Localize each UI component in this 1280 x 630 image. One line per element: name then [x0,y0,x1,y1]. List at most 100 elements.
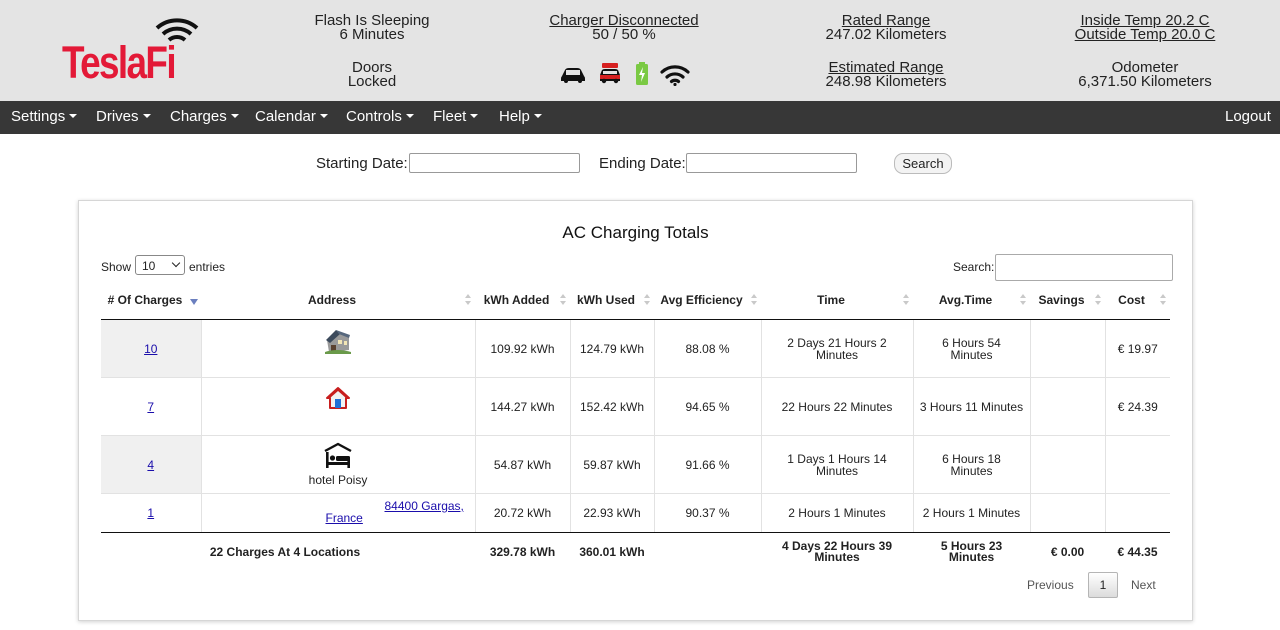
charges-link[interactable]: 10 [144,341,158,356]
nav-fleet-label: Fleet [433,108,467,125]
nav-help[interactable]: Help [499,101,542,134]
address-link-line2[interactable]: France [325,511,363,525]
col-kwh-added[interactable]: kWh Added [475,281,570,320]
house-photo-icon[interactable] [325,328,351,354]
nav-settings[interactable]: Settings [11,101,78,134]
col-avg-time[interactable]: Avg.Time [913,281,1030,320]
charges-link[interactable]: 1 [147,506,155,520]
date-search-button[interactable]: Search [894,153,952,174]
nav-logout[interactable]: Logout [1225,108,1271,125]
col-time[interactable]: Time [761,281,913,320]
time-cell: 1 Days 1 Hours 14 Minutes [761,435,914,494]
avg-time-cell: 2 Hours 1 Minutes [913,493,1031,533]
chevron-down-icon [171,258,181,268]
caret-down-icon [319,114,328,119]
end-date-label: Ending Date: [599,155,686,172]
home-icon[interactable] [326,386,350,410]
totals-efficiency [654,533,761,572]
kwh-used-cell: 59.87 kWh [570,435,655,494]
rated-range-value: 247.02 Kilometers [825,26,947,43]
odometer: Odometer 6,371.50 Kilometers [1060,59,1230,89]
hotel-icon[interactable] [323,442,353,470]
nav-drives[interactable]: Drives [96,101,151,134]
table-search-input[interactable] [995,254,1173,281]
sort-desc-icon [190,294,198,306]
inside-temp[interactable]: Inside Temp 20.2 C [1080,12,1210,29]
time-cell: 22 Hours 22 Minutes [761,377,914,436]
address-link-line1[interactable]: 84400 Gargas, [384,499,464,513]
sort-icon [903,294,909,306]
sort-icon [1095,294,1101,306]
battery-icon[interactable] [635,62,649,86]
table-row: 4 hotel Poisy 54.87 kWh 59.87 kWh 91.66 … [101,435,1170,494]
address-cell: hotel Poisy [201,435,476,494]
sort-icon [560,294,566,306]
car-alert-icon[interactable] [598,63,622,85]
entries-select[interactable]: 10 [135,255,185,275]
nav-charges[interactable]: Charges [170,101,239,134]
col-time-label: Time [817,292,845,307]
sleep-duration: 6 Minutes [339,26,405,43]
charger-title[interactable]: Charger Disconnected [549,12,699,29]
nav-charges-label: Charges [170,108,227,125]
table-row: 10 109.92 kWh 124.79 kWh 88.08 % 2 Days … [101,319,1170,378]
totals-kwh-added: 329.78 kWh [489,544,556,559]
charges-cell: 7 [101,377,202,436]
table-row: 1 84400 Gargas, France 20.72 kWh 22.93 k… [101,493,1170,533]
col-kwh-used[interactable]: kWh Used [570,281,654,320]
col-cost[interactable]: Cost [1105,281,1170,320]
sort-icon [751,294,757,306]
end-date-input[interactable] [686,153,857,173]
col-avg-efficiency[interactable]: Avg Efficiency [654,281,761,320]
wifi-icon[interactable] [660,64,690,86]
table-search-label: Search: [953,260,995,274]
charges-link[interactable]: 4 [147,457,155,472]
address-cell [201,319,476,378]
address-cell: 84400 Gargas, France [201,493,476,533]
pagination-previous[interactable]: Previous [1027,578,1074,592]
sort-icon [465,294,471,306]
sort-icon [644,294,650,306]
estimated-range-title[interactable]: Estimated Range [828,59,944,76]
show-label: Show [101,260,132,274]
rated-range-title[interactable]: Rated Range [841,12,931,29]
teslafi-logo[interactable]: TeslaFi [62,14,202,90]
pagination-page-1[interactable]: 1 [1088,572,1118,598]
table-row: 7 144.27 kWh 152.42 kWh 94.65 % 22 Hours… [101,377,1170,436]
col-avg-efficiency-label: Avg Efficiency [660,292,743,307]
cost-cell: € 24.39 [1105,377,1170,436]
col-address-label: Address [307,292,357,307]
estimated-range-value: 248.98 Kilometers [825,73,947,90]
efficiency-cell: 94.65 % [654,377,762,436]
logo-text: TeslaFi [62,37,177,88]
col-num-charges-label: # Of Charges [107,292,183,307]
totals-avg-time: 5 Hours 23 Minutes [940,539,1003,564]
col-kwh-added-label: kWh Added [483,292,550,307]
kwh-added-cell: 54.87 kWh [475,435,571,494]
col-address[interactable]: Address [201,281,475,320]
charger-value: 50 / 50 % [592,26,656,43]
sort-icon [1160,294,1166,306]
entries-label: entries [189,260,226,274]
nav-controls[interactable]: Controls [346,101,414,134]
col-savings[interactable]: Savings [1030,281,1105,320]
charges-link[interactable]: 7 [147,399,155,414]
totals-savings: € 0.00 [1050,544,1085,559]
charges-cell: 1 [101,493,202,533]
pagination-next[interactable]: Next [1131,578,1156,592]
odometer-title: Odometer [1111,59,1179,76]
outside-temp[interactable]: Outside Temp 20.0 C [1074,26,1216,43]
totals-time: 4 Days 22 Hours 39 Minutes [781,539,893,564]
estimated-range: Estimated Range 248.98 Kilometers [806,59,966,90]
totals-kwh-used: 360.01 kWh [579,544,645,559]
car-icon[interactable] [560,67,586,83]
avg-time-cell: 6 Hours 54 Minutes [913,319,1031,378]
panel-title: AC Charging Totals [562,223,709,242]
nav-controls-label: Controls [346,108,402,125]
col-num-charges[interactable]: # Of Charges [101,281,201,320]
nav-calendar[interactable]: Calendar [255,101,328,134]
start-date-input[interactable] [409,153,580,173]
col-kwh-used-label: kWh Used [576,292,635,307]
nav-fleet[interactable]: Fleet [433,101,479,134]
sleep-status: Flash Is Sleeping 6 Minutes [302,13,442,43]
